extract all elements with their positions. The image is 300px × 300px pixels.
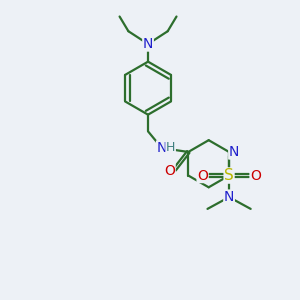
Text: N: N [157, 141, 167, 155]
Text: S: S [224, 168, 234, 183]
Text: O: O [197, 169, 208, 182]
Text: H: H [166, 141, 175, 154]
Text: O: O [250, 169, 261, 182]
Text: N: N [224, 190, 234, 204]
Text: N: N [143, 37, 153, 51]
Text: N: N [229, 145, 239, 159]
Text: O: O [164, 164, 175, 178]
